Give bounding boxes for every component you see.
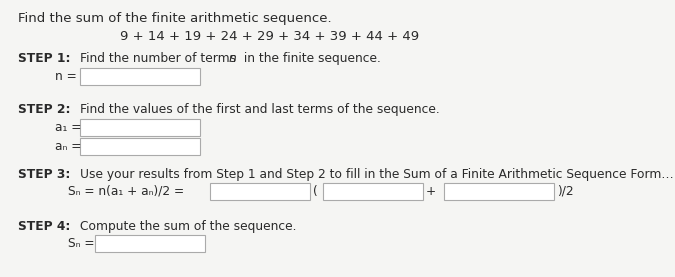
FancyBboxPatch shape	[323, 183, 423, 200]
FancyBboxPatch shape	[95, 235, 205, 252]
Text: Find the values of the first and last terms of the sequence.: Find the values of the first and last te…	[80, 103, 439, 116]
Text: Find the sum of the finite arithmetic sequence.: Find the sum of the finite arithmetic se…	[18, 12, 331, 25]
Text: a₁ =: a₁ =	[55, 121, 82, 134]
FancyBboxPatch shape	[210, 183, 310, 200]
Text: Sₙ = n(a₁ + aₙ)/2 =: Sₙ = n(a₁ + aₙ)/2 =	[68, 185, 184, 198]
Text: n =: n =	[55, 70, 77, 83]
FancyBboxPatch shape	[80, 119, 200, 136]
Text: STEP 3:: STEP 3:	[18, 168, 70, 181]
Text: +: +	[426, 185, 436, 198]
Text: STEP 1:: STEP 1:	[18, 52, 70, 65]
Text: in the finite sequence.: in the finite sequence.	[240, 52, 381, 65]
Text: aₙ =: aₙ =	[55, 140, 82, 153]
Text: STEP 4:: STEP 4:	[18, 220, 70, 233]
Text: 9 + 14 + 19 + 24 + 29 + 34 + 39 + 44 + 49: 9 + 14 + 19 + 24 + 29 + 34 + 39 + 44 + 4…	[120, 30, 419, 43]
FancyBboxPatch shape	[444, 183, 554, 200]
Text: Sₙ =: Sₙ =	[68, 237, 95, 250]
Text: n: n	[229, 52, 237, 65]
Text: Compute the sum of the sequence.: Compute the sum of the sequence.	[80, 220, 296, 233]
Text: STEP 2:: STEP 2:	[18, 103, 70, 116]
Text: Use your results from Step 1 and Step 2 to fill in the Sum of a Finite Arithmeti: Use your results from Step 1 and Step 2 …	[80, 168, 674, 181]
Text: )/2: )/2	[557, 185, 574, 198]
FancyBboxPatch shape	[80, 68, 200, 85]
Text: Find the number of terms: Find the number of terms	[80, 52, 240, 65]
FancyBboxPatch shape	[80, 138, 200, 155]
Text: (: (	[313, 185, 318, 198]
